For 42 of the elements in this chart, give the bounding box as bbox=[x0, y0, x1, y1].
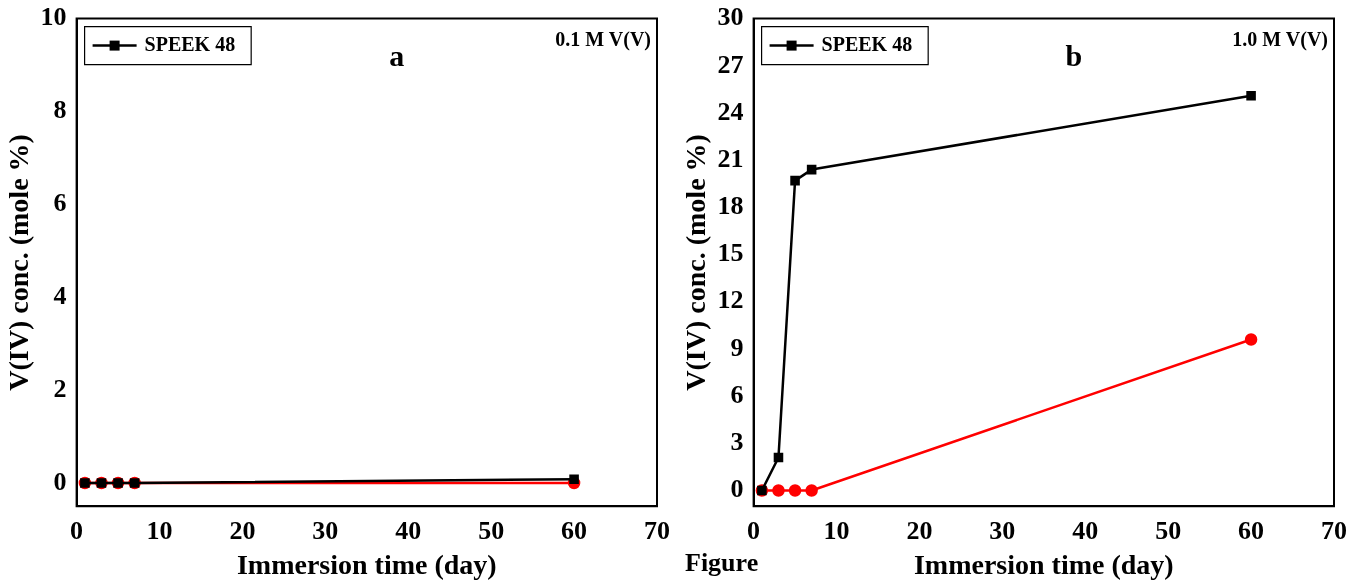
y-tick-label: 18 bbox=[717, 191, 744, 221]
x-tick-label: 10 bbox=[146, 515, 173, 545]
y-tick-label: 0 bbox=[53, 466, 67, 496]
y-tick-label: 24 bbox=[717, 96, 744, 126]
x-tick-label: 40 bbox=[395, 515, 422, 545]
y-axis-title: V(IV) conc. (mole %) bbox=[3, 134, 35, 391]
x-axis-title: Immersion time (day) bbox=[913, 549, 1174, 581]
y-tick-label: 15 bbox=[717, 238, 744, 268]
x-tick-label: 60 bbox=[561, 515, 588, 545]
x-tick-label: 30 bbox=[312, 515, 339, 545]
x-tick-label: 50 bbox=[1155, 515, 1182, 545]
x-tick-label: 70 bbox=[1321, 515, 1347, 545]
text: Figure bbox=[685, 547, 759, 577]
y-tick-label: 30 bbox=[717, 2, 744, 32]
x-tick-label: 40 bbox=[1072, 515, 1099, 545]
y-tick-label: 3 bbox=[730, 427, 744, 456]
y-tick-label: 21 bbox=[717, 143, 744, 173]
legend-label: SPEEK 48 bbox=[821, 32, 913, 55]
x-tick-label: 20 bbox=[229, 515, 256, 545]
annotation: 0.1 M V(V) bbox=[555, 27, 651, 51]
x-tick-label: 20 bbox=[906, 515, 933, 545]
annotation: a bbox=[389, 39, 405, 73]
y-tick-label: 10 bbox=[40, 2, 67, 32]
x-tick-label: 50 bbox=[478, 515, 505, 545]
x-tick-label: 30 bbox=[989, 515, 1016, 545]
y-axis-title: V(IV) conc. (mole %) bbox=[680, 134, 712, 391]
y-tick-label: 12 bbox=[717, 285, 744, 315]
y-tick-label: 0 bbox=[730, 474, 744, 504]
y-tick-label: 4 bbox=[53, 280, 67, 310]
x-tick-label: 70 bbox=[644, 515, 670, 545]
annotation: b bbox=[1065, 39, 1083, 73]
x-axis-title: Immersion time (day) bbox=[236, 549, 497, 581]
y-tick-label: 6 bbox=[730, 379, 744, 409]
y-tick-label: 9 bbox=[730, 332, 744, 362]
y-tick-label: 27 bbox=[717, 49, 744, 79]
x-tick-label: 60 bbox=[1238, 515, 1265, 545]
y-tick-label: 8 bbox=[53, 95, 67, 125]
x-tick-label: 10 bbox=[823, 515, 850, 545]
y-tick-label: 2 bbox=[53, 373, 67, 403]
legend-label: SPEEK 48 bbox=[144, 32, 236, 55]
annotation: 1.0 M V(V) bbox=[1232, 27, 1328, 51]
y-tick-label: 6 bbox=[53, 188, 67, 218]
